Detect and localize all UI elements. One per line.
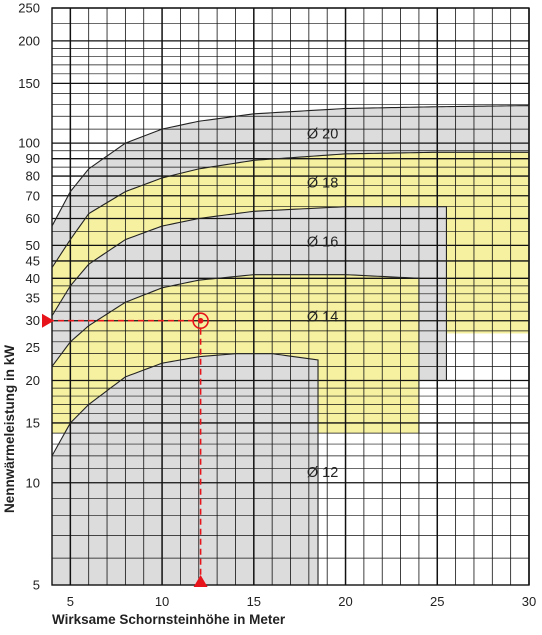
y-tick-label-20: 20 [26,373,40,388]
y-tick-label-250: 250 [18,1,40,16]
marker-target-circle [192,312,209,330]
y-tick-label-150: 150 [18,76,40,91]
y-tick-label-25: 25 [26,340,40,355]
region-boundary-3 [51,206,447,381]
x-tick-label-10: 10 [155,594,169,609]
region-5 [52,353,319,585]
curves-layer [51,105,530,585]
y-tick-label-30: 30 [26,313,40,328]
y-tick-label-90: 90 [26,151,40,166]
region-label-3: Ø 16 [307,235,338,251]
marker-target-dot [197,317,204,324]
y-tick-label-5: 5 [33,578,40,593]
y-tick-label-50: 50 [26,238,40,253]
marker-left-arrow [42,313,54,328]
grid-layer [51,7,530,586]
y-tick-label-100: 100 [18,136,40,151]
region-label-4: Ø 14 [307,310,338,326]
y-tick-label-200: 200 [18,33,40,48]
y-tick-label-60: 60 [26,211,40,226]
region-boundary-4 [51,274,420,434]
y-tick-label-45: 45 [26,253,40,268]
x-tick-label-15: 15 [247,594,261,609]
y-axis-title: Nennwärmeleistung in kW [2,345,17,513]
marker-bottom-arrow [193,575,208,587]
region-label-2: Ø 18 [307,175,338,191]
y-tick-label-40: 40 [26,271,40,286]
region-boundary-5 [51,353,319,585]
x-tick-label-25: 25 [430,594,444,609]
y-tick-label-15: 15 [26,415,40,430]
y-tick-label-10: 10 [26,475,40,490]
x-axis-title: Wirksame Schornsteinhöhe in Meter [52,612,286,627]
y-tick-label-35: 35 [26,290,40,305]
x-tick-label-20: 20 [338,594,352,609]
region-label-1: Ø 20 [307,127,338,143]
region-labels: Ø 20 Ø 18 Ø 16 Ø 14 Ø 12 [307,127,338,481]
x-tick-label-5: 5 [67,594,74,609]
region-boundary-2 [51,151,530,334]
region-boundary-1 [51,105,530,334]
example-marker [42,312,209,587]
y-tick-label-80: 80 [26,169,40,184]
region-label-5: Ø 12 [307,465,338,481]
x-tick-label-30: 30 [522,594,536,609]
y-tick-label-70: 70 [26,188,40,203]
